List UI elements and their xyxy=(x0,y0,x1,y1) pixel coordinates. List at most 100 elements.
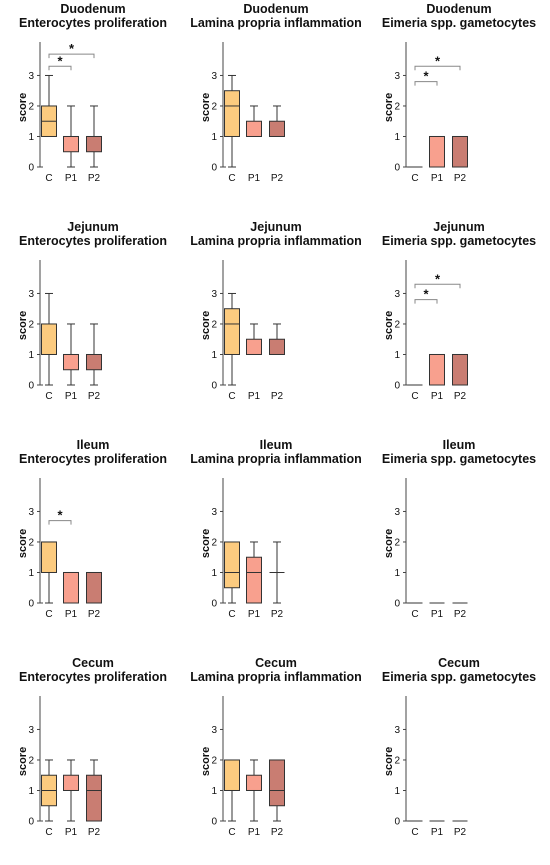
y-tick-label: 2 xyxy=(394,537,400,548)
chart-title: Ileum xyxy=(443,438,476,452)
chart-subtitle: Eimeria spp. gametocytes xyxy=(382,16,536,30)
y-tick-label: 0 xyxy=(28,381,34,392)
x-tick-label: P1 xyxy=(431,173,444,184)
y-axis-label: score xyxy=(17,747,29,776)
y-tick-label: 0 xyxy=(211,817,217,828)
x-tick-label: C xyxy=(45,173,52,184)
y-axis-label: score xyxy=(200,93,212,122)
y-tick-label: 0 xyxy=(394,599,400,610)
y-tick-label: 2 xyxy=(28,319,34,330)
chart-panel: Ileum Lamina propria inflammation score 0 1 2… xyxy=(183,436,366,647)
box-p2 xyxy=(452,353,468,386)
significance-bracket xyxy=(414,81,438,86)
x-tick-label: C xyxy=(45,391,52,402)
y-tick-label: 0 xyxy=(28,817,34,828)
significance-bracket xyxy=(414,65,461,71)
x-tick-label: C xyxy=(45,609,52,620)
x-tick-label: P1 xyxy=(65,827,78,838)
box-p1 xyxy=(246,774,262,791)
y-tick-label: 2 xyxy=(211,537,217,548)
significance-star: * xyxy=(57,508,63,523)
x-tick-label: P1 xyxy=(65,391,78,402)
y-tick-label: 2 xyxy=(28,101,34,112)
chart-title: Jejunum xyxy=(67,220,118,234)
y-tick-label: 2 xyxy=(28,755,34,766)
box-p2 xyxy=(269,759,285,807)
chart-title: Cecum xyxy=(438,656,480,670)
y-tick-label: 0 xyxy=(394,163,400,174)
y-tick-label: 3 xyxy=(28,725,34,736)
y-tick-label: 1 xyxy=(211,568,217,579)
box-p2 xyxy=(86,135,102,153)
y-tick-label: 3 xyxy=(394,725,400,736)
y-tick-label: 2 xyxy=(211,755,217,766)
significance-bracket xyxy=(414,283,461,289)
y-tick-label: 3 xyxy=(211,71,217,82)
chart-panel: Cecum Lamina propria inflammation score 0 1 2… xyxy=(183,654,366,865)
x-tick-label: P2 xyxy=(454,827,467,838)
y-tick-label: 3 xyxy=(394,71,400,82)
y-tick-label: 1 xyxy=(28,568,34,579)
chart-subtitle: Eimeria spp. gametocytes xyxy=(382,234,536,248)
chart-subtitle: Lamina propria inflammation xyxy=(190,452,362,466)
y-tick-label: 0 xyxy=(211,599,217,610)
chart-panel: Jejunum Eimeria spp. gametocytes score 0 1 2 3… xyxy=(366,218,549,429)
significance-star: * xyxy=(423,69,429,84)
chart-title: Jejunum xyxy=(433,220,484,234)
chart-subtitle: Enterocytes proliferation xyxy=(19,452,167,466)
x-tick-label: P2 xyxy=(454,609,467,620)
x-tick-label: P1 xyxy=(248,827,261,838)
box-p2 xyxy=(86,571,102,604)
y-axis-label: score xyxy=(200,529,212,558)
y-tick-label: 1 xyxy=(28,132,34,143)
significance-bracket xyxy=(414,299,438,304)
y-tick-label: 0 xyxy=(394,381,400,392)
x-tick-label: P1 xyxy=(65,173,78,184)
x-tick-label: P2 xyxy=(88,173,101,184)
x-tick-label: P2 xyxy=(88,391,101,402)
box-p1 xyxy=(246,120,262,137)
y-tick-label: 3 xyxy=(394,507,400,518)
box-p1 xyxy=(429,135,445,168)
y-axis-label: score xyxy=(17,93,29,122)
chart-subtitle: Enterocytes proliferation xyxy=(19,234,167,248)
x-tick-label: C xyxy=(228,609,235,620)
x-tick-label: P2 xyxy=(454,173,467,184)
y-axis-label: score xyxy=(17,311,29,340)
y-tick-label: 1 xyxy=(394,568,400,579)
x-tick-label: P2 xyxy=(271,391,284,402)
box-p1 xyxy=(246,338,262,355)
x-tick-label: C xyxy=(228,173,235,184)
y-axis-label: score xyxy=(383,747,395,776)
x-tick-label: P1 xyxy=(431,391,444,402)
chart-panel: Ileum Eimeria spp. gametocytes score 0 1 2 3 C P… xyxy=(366,436,549,647)
y-tick-label: 2 xyxy=(211,319,217,330)
box-c xyxy=(224,90,240,137)
y-tick-label: 0 xyxy=(211,163,217,174)
chart-panel: Duodenum Eimeria spp. gametocytes score 0 1 2… xyxy=(366,0,549,211)
y-axis-label: score xyxy=(200,747,212,776)
box-p1 xyxy=(63,571,79,604)
chart-title: Duodenum xyxy=(243,2,308,16)
x-tick-label: P2 xyxy=(88,609,101,620)
significance-star: * xyxy=(69,41,75,56)
box-p2 xyxy=(452,135,468,168)
y-tick-label: 0 xyxy=(28,599,34,610)
x-tick-label: P2 xyxy=(88,827,101,838)
x-tick-label: C xyxy=(411,609,418,620)
y-axis-label: score xyxy=(17,529,29,558)
x-tick-label: P2 xyxy=(271,827,284,838)
chart-panel: Duodenum Enterocytes proliferation score 0 1… xyxy=(0,0,183,211)
chart-panel: Jejunum Lamina propria inflammation score 0… xyxy=(183,218,366,429)
chart-panel: Cecum Eimeria spp. gametocytes score 0 1 2 3 C P… xyxy=(366,654,549,865)
significance-star: * xyxy=(435,271,441,286)
x-tick-label: P1 xyxy=(431,609,444,620)
